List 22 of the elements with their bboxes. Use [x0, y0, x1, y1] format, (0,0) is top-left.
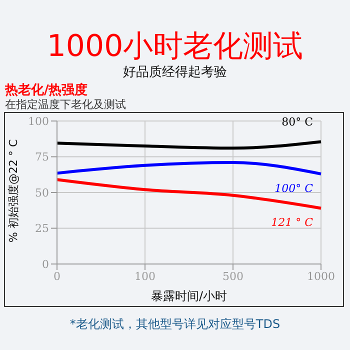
x-tick-label: 500	[222, 270, 244, 283]
series-label: 100° C	[274, 182, 314, 195]
line-series	[56, 178, 322, 210]
x-tick-label: 0	[54, 270, 60, 283]
series-label: 121 ° C	[271, 216, 314, 230]
x-tick-label: 1000	[307, 270, 335, 283]
y-tick-label: 100	[28, 114, 49, 128]
text: 热老化/热强度	[5, 82, 88, 98]
y-tick-label: 25	[35, 222, 49, 236]
series-label: 80° C	[282, 116, 313, 129]
y-tick-label: 75	[35, 150, 49, 164]
y-axis-title: % 初始强度@22 ° C	[6, 139, 20, 242]
y-tick-label: 50	[35, 186, 49, 200]
line-series	[56, 140, 322, 150]
text: 在指定温度下老化及测试	[5, 97, 126, 112]
y-tick-label: 0	[42, 258, 49, 271]
chart-subtitle: 好品质经得起考验	[122, 64, 228, 81]
chart-title: 1000小时老化测试	[46, 29, 304, 64]
x-axis-title: 暴露时间/小时	[150, 289, 228, 303]
x-tick-label: 100	[134, 270, 156, 283]
text: *老化测试，其他型号详见对应型号TDS	[68, 316, 282, 333]
line-series	[56, 160, 322, 176]
